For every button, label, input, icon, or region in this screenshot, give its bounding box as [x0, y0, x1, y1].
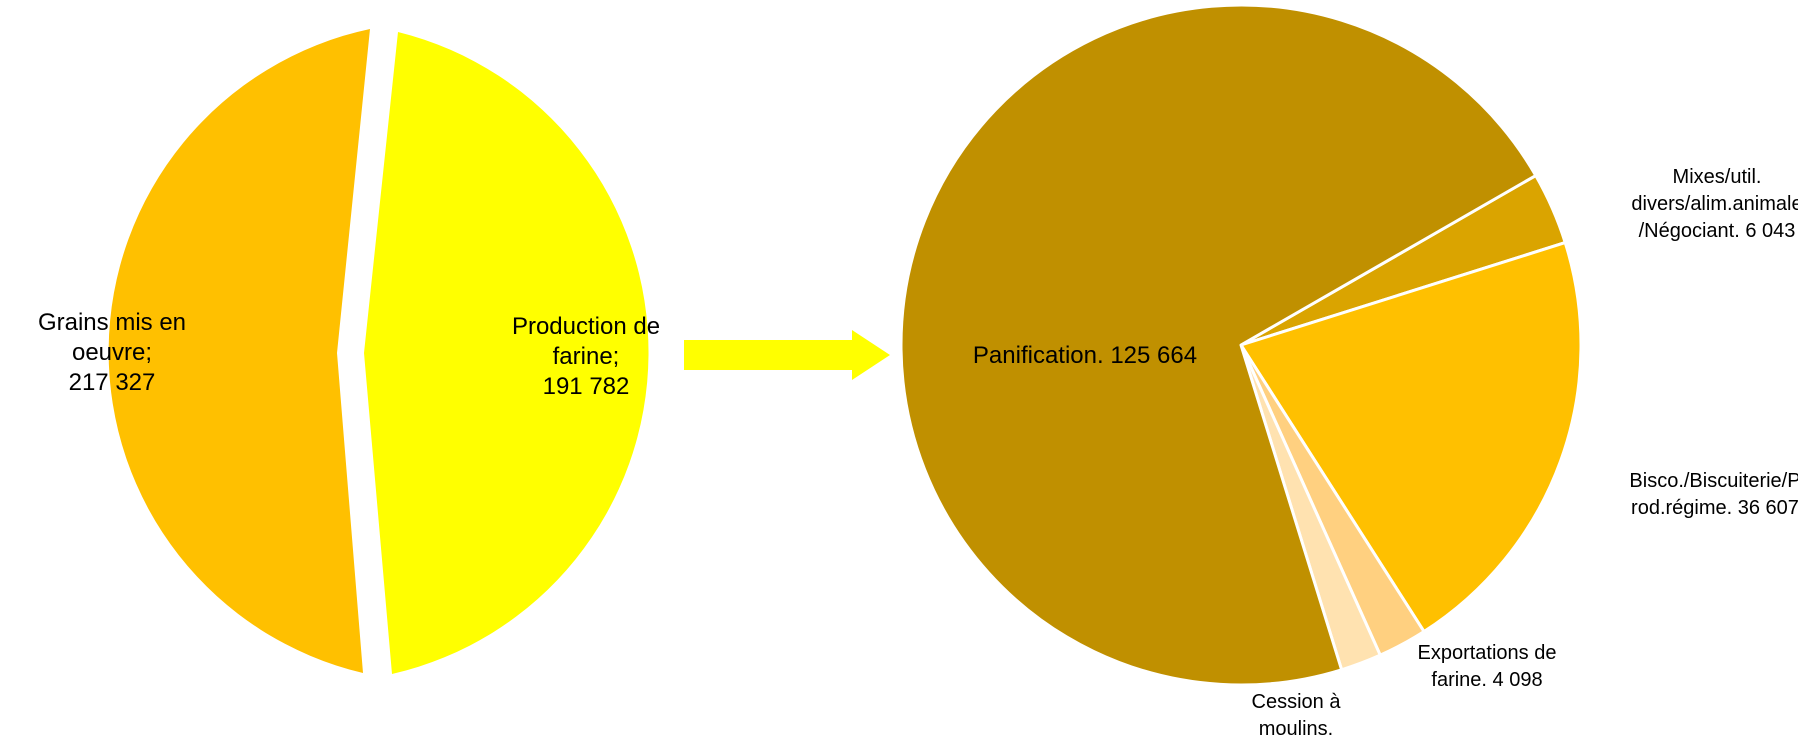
- label-line: Bisco./Biscuiterie/P: [1629, 470, 1798, 492]
- label-line: Grains mis en: [38, 309, 186, 336]
- label-line: farine;: [553, 343, 620, 370]
- labels-layer: Grains mis en oeuvre; 217 327 Production d…: [38, 166, 1798, 740]
- pie-slice-grains: [108, 29, 370, 673]
- label-line: moulins.: [1259, 718, 1333, 740]
- left-pie-chart: [108, 29, 649, 674]
- slice-label-mixes: Mixes/util. divers/alim.animale/Négociant…: [1631, 166, 1798, 242]
- label-line: Mixes/util.: [1673, 166, 1762, 188]
- label-line: 191 782: [543, 373, 630, 400]
- label-line: farine. 4 098: [1431, 669, 1542, 691]
- pie-slice-bisco: [1239, 241, 1583, 634]
- label-line: Panification. 125 664: [973, 342, 1197, 369]
- label-line: /Négociant. 6 043: [1639, 220, 1796, 242]
- label-line: 217 327: [69, 369, 156, 396]
- slice-label-bisco: Bisco./Biscuiterie/P rod.régime. 36 607: [1629, 470, 1798, 519]
- slice-label-exportations: Exportations de farine. 4 098: [1418, 642, 1557, 691]
- flow-arrow: [684, 330, 890, 380]
- pie-slice-panification: [899, 3, 1538, 687]
- slice-label-cession: Cession à moulins.: [1252, 691, 1342, 740]
- label-line: Cession à: [1252, 691, 1342, 713]
- slice-label-grains: Grains mis en oeuvre; 217 327: [38, 309, 186, 396]
- pie-slice-production: [364, 32, 649, 674]
- label-line: oeuvre;: [72, 339, 152, 366]
- label-line: rod.régime. 36 607: [1631, 497, 1798, 519]
- label-line: Production de: [512, 313, 660, 340]
- slice-label-panification: Panification. 125 664: [973, 342, 1197, 369]
- label-line: Exportations de: [1418, 642, 1557, 664]
- right-pie-chart: [899, 3, 1583, 687]
- slice-label-production: Production de farine; 191 782: [512, 313, 660, 400]
- label-line: divers/alim.animale: [1631, 193, 1798, 215]
